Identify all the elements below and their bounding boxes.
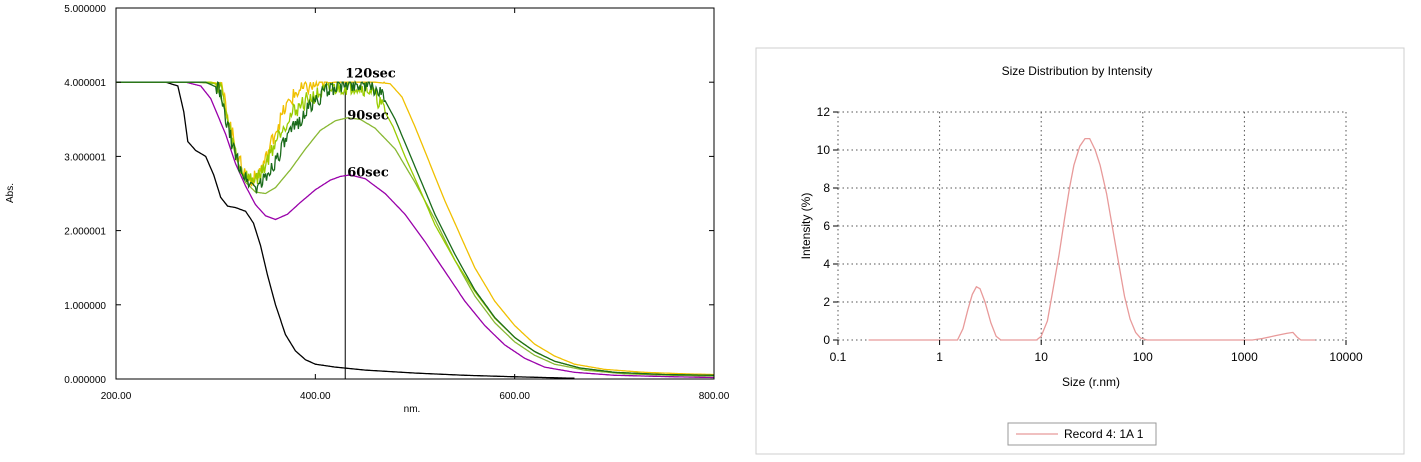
dls-chart-title: Size Distribution by Intensity	[1002, 64, 1153, 78]
dls-panel-border	[755, 47, 1405, 455]
uv-y-tick-label: 0.000000	[64, 375, 106, 386]
uv-x-tick-label: 200.00	[101, 391, 132, 402]
dls-x-tick-label: 1000	[1231, 350, 1258, 364]
uv-x-axis-label: nm.	[404, 404, 421, 415]
dls-y-tick-label: 4	[823, 257, 830, 271]
dls-y-tick-label: 10	[817, 143, 831, 157]
uv-y-tick-label: 5.000000	[64, 4, 106, 15]
dls-x-tick-label: 10000	[1329, 350, 1363, 364]
uv-y-axis-label: Abs.	[5, 183, 16, 203]
dls-x-tick-label: 100	[1133, 350, 1153, 364]
uv-x-tick-label: 800.00	[699, 391, 730, 402]
dls-x-tick-label: 0.1	[830, 350, 847, 364]
uv-time-annotation: 120sec	[345, 66, 396, 81]
uv-series-line-3	[116, 79, 714, 376]
uv-y-tick-label: 1.000000	[64, 301, 106, 312]
dls-legend-entry: Record 4: 1A 1	[1064, 427, 1144, 441]
uv-x-tick-label: 600.00	[499, 391, 530, 402]
dls-y-axis-label: Intensity (%)	[799, 193, 813, 260]
dls-y-tick-label: 6	[823, 219, 830, 233]
dls-y-tick-label: 8	[823, 181, 830, 195]
dls-x-axis-label: Size (r.nm)	[1062, 375, 1120, 389]
dls-series-line-0	[868, 137, 1316, 341]
uv-x-tick-label: 400.00	[300, 391, 331, 402]
dls-x-tick-label: 10	[1035, 350, 1049, 364]
dls-y-tick-label: 2	[823, 295, 830, 309]
uv-y-tick-label: 2.000001	[64, 227, 106, 238]
uv-plot-frame	[115, 7, 715, 380]
uv-y-tick-label: 3.000001	[64, 152, 106, 163]
dls-legend-box	[1007, 422, 1157, 446]
uv-time-annotation: 60sec	[347, 166, 389, 181]
dls-y-tick-label: 0	[823, 333, 830, 347]
dls-x-tick-label: 1	[936, 350, 943, 364]
uv-y-tick-label: 4.000001	[64, 78, 106, 89]
uv-series-line-5	[116, 80, 714, 376]
uv-series-line-1	[116, 81, 714, 379]
uv-time-annotation: 90sec	[347, 109, 389, 124]
uv-series-line-0	[116, 81, 575, 379]
dls-y-tick-label: 12	[817, 105, 831, 119]
uv-vis-absorbance-chart: 0.000000 1.000000 2.000001 3.000001 4.000001…	[5, 4, 730, 415]
dls-size-distribution-chart: Size Distribution by Intensity 0 2 4 6 8 10 12…	[755, 47, 1405, 455]
